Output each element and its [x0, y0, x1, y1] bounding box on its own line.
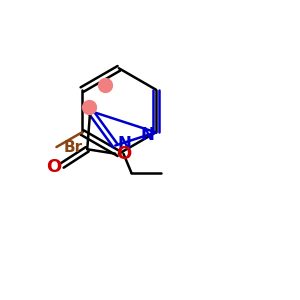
Text: N: N [118, 135, 132, 153]
Text: O: O [116, 145, 131, 163]
Text: O: O [46, 158, 62, 176]
Text: Br: Br [64, 140, 83, 154]
Text: N: N [141, 126, 154, 144]
